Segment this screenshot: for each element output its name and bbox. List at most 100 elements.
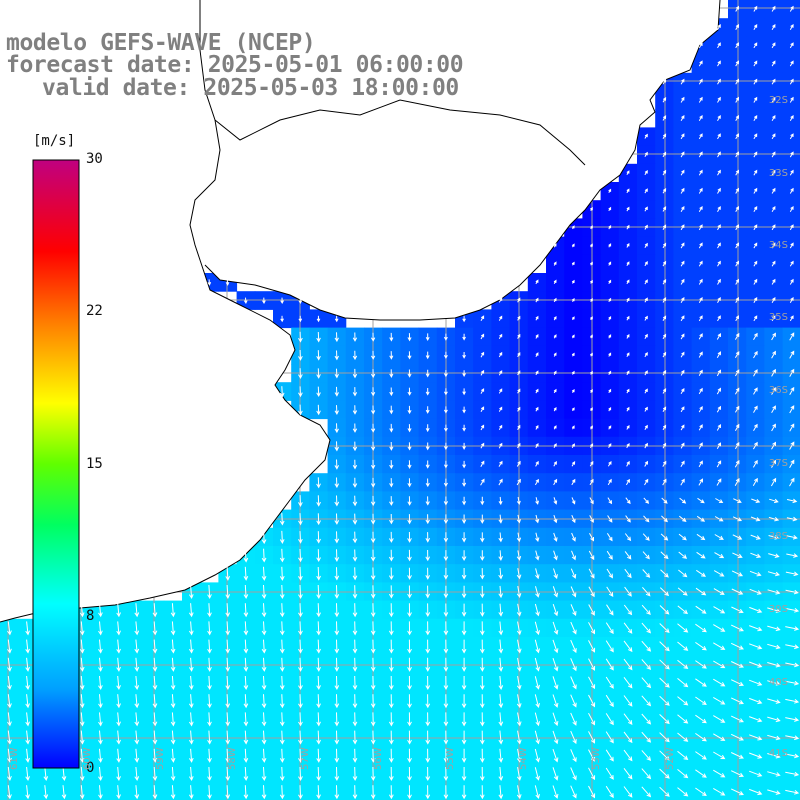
wind-arrow [717,260,721,267]
wind-arrow [768,553,780,558]
wind-arrow [750,516,761,522]
wind-arrow [352,405,358,415]
wind-arrow [753,350,758,359]
wind-arrow [443,694,449,709]
wind-arrow [605,694,614,708]
wind-arrow [716,351,722,358]
wind-arrow [771,368,776,377]
wind-arrow [516,585,522,599]
wind-arrow [516,657,522,672]
wind-arrow [680,478,685,486]
wind-arrow [771,78,776,85]
wind-arrow [771,5,776,12]
wind-arrow [207,279,212,286]
wind-arrow [516,639,522,654]
wind-arrow [534,767,540,781]
wind-arrow [553,279,557,284]
wind-arrow [298,331,303,343]
wind-arrow [588,694,596,708]
wind-arrow [389,496,394,506]
wind-arrow [753,423,758,432]
wind-arrow [680,78,685,85]
wind-arrow [730,788,744,796]
wind-arrow [553,334,557,339]
wind-arrow [771,187,776,194]
wind-arrow [626,352,630,357]
wind-arrow [789,386,795,396]
wind-arrow [570,730,577,745]
wind-arrow [498,424,503,431]
wind-arrow [623,713,633,725]
wind-arrow [734,423,740,431]
wind-arrow [731,570,744,577]
wind-arrow [207,730,212,745]
wind-arrow [590,261,593,266]
wind-arrow [134,712,140,727]
wind-arrow [571,388,575,393]
wind-arrow [753,187,758,194]
wind-arrow [608,279,612,284]
wind-arrow [116,766,121,782]
wind-arrow [553,497,558,505]
wind-arrow [662,224,667,230]
wind-arrow [407,387,412,396]
lat-label: 41S [768,748,788,759]
wind-arrow [443,478,448,488]
wind-arrow [98,675,103,691]
wind-arrow [225,584,231,600]
wind-arrow [316,748,321,763]
wind-arrow [789,260,794,267]
wind-arrow [461,785,467,800]
wind-arrow [698,114,703,121]
wind-arrow [730,770,744,777]
wind-arrow [732,552,743,558]
wind-arrow [388,531,394,543]
wind-arrow [389,423,394,433]
wind-arrow [298,675,303,691]
wind-arrow [188,712,194,727]
wind-arrow [588,785,596,799]
wind-arrow [767,734,781,741]
wind-arrow [170,785,176,800]
wind-arrow [752,441,758,450]
wind-arrow [717,23,721,30]
wind-arrow [370,730,376,745]
wind-arrow [316,404,321,416]
wind-arrow [680,133,685,140]
wind-arrow [425,442,430,451]
wind-arrow [661,497,668,504]
wind-arrow [261,785,267,800]
wind-arrow [789,78,794,85]
wind-arrow [605,622,614,635]
wind-arrow [425,694,431,709]
wind-arrow [607,461,612,467]
wind-arrow [680,315,685,322]
lat-label: 35S [768,312,788,323]
wind-arrow [535,532,540,542]
wind-arrow [785,626,800,631]
wind-arrow [660,551,669,560]
wind-arrow [571,316,575,321]
wind-arrow [785,607,800,613]
wind-arrow [588,568,595,579]
wind-arrow [553,425,557,430]
wind-arrow [334,549,340,562]
wind-arrow [735,5,740,12]
wind-arrow [188,639,194,654]
wind-arrow [152,603,158,618]
wind-arrow [606,550,613,560]
wind-arrow [698,60,703,67]
wind-arrow [606,533,613,542]
wind-arrow [571,297,575,302]
wind-arrow [624,586,632,597]
wind-arrow [152,730,158,745]
wind-arrow [695,605,707,614]
wind-arrow [116,675,121,691]
wind-arrow [479,550,485,561]
wind-arrow [644,242,648,248]
wind-arrow [425,424,430,433]
wind-arrow [607,497,613,505]
wind-arrow [590,352,593,357]
wind-arrow [753,260,758,267]
